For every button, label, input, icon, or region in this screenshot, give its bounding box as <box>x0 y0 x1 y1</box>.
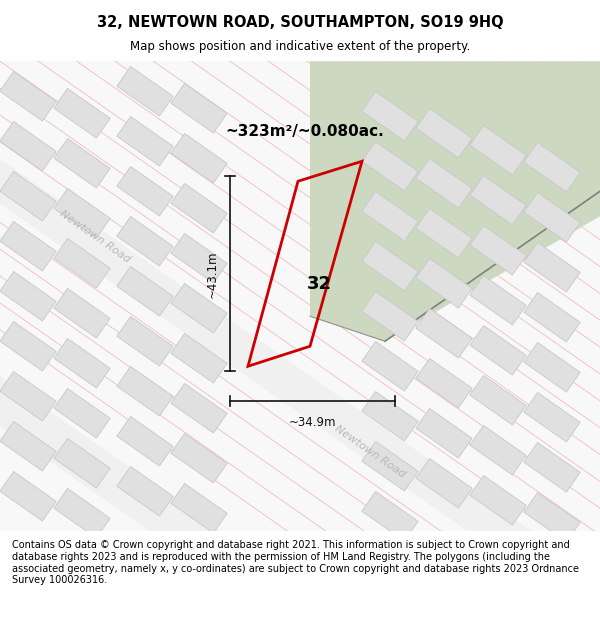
Polygon shape <box>54 239 110 288</box>
Polygon shape <box>524 142 580 192</box>
Polygon shape <box>117 116 173 166</box>
Polygon shape <box>416 309 472 358</box>
Polygon shape <box>171 484 227 533</box>
Polygon shape <box>117 466 173 516</box>
Polygon shape <box>0 171 56 221</box>
Polygon shape <box>524 342 580 392</box>
Polygon shape <box>362 91 418 141</box>
Polygon shape <box>524 192 580 242</box>
Polygon shape <box>524 392 580 442</box>
Polygon shape <box>0 121 56 171</box>
Polygon shape <box>0 321 56 371</box>
Polygon shape <box>470 326 526 375</box>
Polygon shape <box>171 184 227 233</box>
Polygon shape <box>362 241 418 291</box>
Text: 32, NEWTOWN ROAD, SOUTHAMPTON, SO19 9HQ: 32, NEWTOWN ROAD, SOUTHAMPTON, SO19 9HQ <box>97 15 503 30</box>
Polygon shape <box>117 266 173 316</box>
Polygon shape <box>470 276 526 325</box>
Polygon shape <box>416 109 472 158</box>
Text: Newtown Road: Newtown Road <box>58 208 132 264</box>
Text: 32: 32 <box>307 275 332 292</box>
Polygon shape <box>171 284 227 333</box>
Polygon shape <box>54 439 110 488</box>
Polygon shape <box>54 389 110 438</box>
Polygon shape <box>54 89 110 138</box>
Polygon shape <box>524 492 580 542</box>
Polygon shape <box>416 359 472 408</box>
Text: ~43.1m: ~43.1m <box>205 250 218 298</box>
Polygon shape <box>362 191 418 241</box>
Polygon shape <box>310 61 600 341</box>
Polygon shape <box>171 334 227 383</box>
Polygon shape <box>416 259 472 308</box>
Polygon shape <box>470 226 526 275</box>
Polygon shape <box>0 271 56 321</box>
Polygon shape <box>470 376 526 425</box>
Polygon shape <box>470 176 526 225</box>
Polygon shape <box>362 341 418 391</box>
Polygon shape <box>117 416 173 466</box>
Polygon shape <box>54 289 110 338</box>
Polygon shape <box>0 221 56 271</box>
Polygon shape <box>362 391 418 441</box>
Polygon shape <box>54 189 110 238</box>
Text: ~34.9m: ~34.9m <box>289 416 336 429</box>
Polygon shape <box>362 291 418 341</box>
Polygon shape <box>171 384 227 433</box>
Polygon shape <box>171 434 227 483</box>
Polygon shape <box>54 139 110 188</box>
Polygon shape <box>362 141 418 191</box>
Polygon shape <box>524 442 580 492</box>
Polygon shape <box>0 471 56 521</box>
Polygon shape <box>117 366 173 416</box>
Polygon shape <box>470 426 526 475</box>
Polygon shape <box>470 126 526 175</box>
Text: ~323m²/~0.080ac.: ~323m²/~0.080ac. <box>226 124 385 139</box>
Polygon shape <box>470 476 526 525</box>
Polygon shape <box>54 489 110 538</box>
Polygon shape <box>171 134 227 183</box>
Polygon shape <box>362 491 418 541</box>
Polygon shape <box>0 421 56 471</box>
Polygon shape <box>362 441 418 491</box>
Text: Contains OS data © Crown copyright and database right 2021. This information is : Contains OS data © Crown copyright and d… <box>12 541 579 585</box>
Polygon shape <box>416 209 472 258</box>
Polygon shape <box>0 371 56 421</box>
Text: Newtown Road: Newtown Road <box>333 423 407 479</box>
Polygon shape <box>0 376 600 625</box>
Polygon shape <box>117 216 173 266</box>
Polygon shape <box>117 316 173 366</box>
Polygon shape <box>524 242 580 292</box>
Polygon shape <box>0 71 56 121</box>
Polygon shape <box>416 409 472 458</box>
Polygon shape <box>117 66 173 116</box>
Polygon shape <box>171 84 227 133</box>
Polygon shape <box>171 234 227 283</box>
Text: Map shows position and indicative extent of the property.: Map shows position and indicative extent… <box>130 40 470 53</box>
Polygon shape <box>524 292 580 342</box>
Polygon shape <box>416 459 472 508</box>
Polygon shape <box>0 159 600 624</box>
Polygon shape <box>117 166 173 216</box>
Polygon shape <box>54 339 110 388</box>
Polygon shape <box>416 159 472 208</box>
